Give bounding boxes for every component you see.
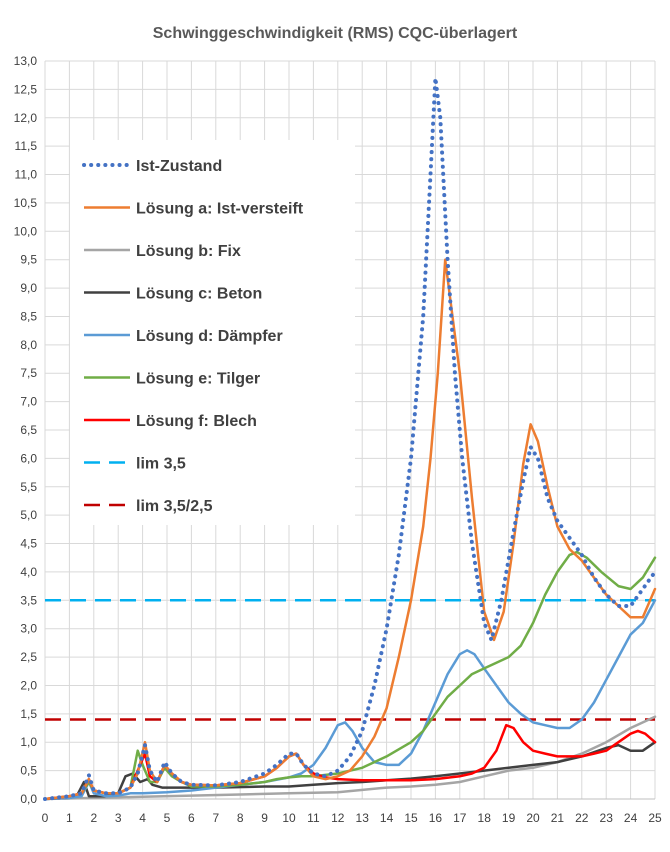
y-tick-label: 13,0 [14,54,38,68]
x-tick-label: 18 [478,811,492,825]
y-tick-label: 5,0 [20,508,37,522]
y-axis-ticks: 0,0 0,5 1,0 1,5 2,0 2,5 3,0 3,5 4,0 4,5 5,0 5,5 6,0 6… [14,54,38,806]
legend-label: Lösung e: Tilger [136,371,260,388]
legend-label: Lösung b: Fix [136,243,241,260]
legend-label: lim 3,5 [136,456,186,473]
y-tick-label: 3,0 [20,622,37,636]
y-tick-label: 6,5 [20,423,37,437]
y-tick-label: 7,0 [20,395,37,409]
x-tick-label: 21 [551,811,565,825]
y-tick-label: 4,0 [20,565,37,579]
legend-label: Lösung f: Blech [136,413,257,430]
y-tick-label: 8,0 [20,338,37,352]
y-tick-label: 2,5 [20,650,37,664]
y-tick-label: 9,5 [20,253,37,267]
y-tick-label: 7,5 [20,366,37,380]
y-tick-label: 1,5 [20,707,37,721]
x-tick-label: 22 [575,811,589,825]
y-tick-label: 11,0 [15,168,38,182]
x-tick-label: 0 [42,811,49,825]
y-tick-label: 11,5 [15,139,38,153]
x-tick-label: 2 [90,811,97,825]
x-tick-label: 5 [164,811,171,825]
y-tick-label: 0,5 [20,764,37,778]
legend-label: Ist-Zustand [136,158,222,175]
x-tick-label: 11 [307,811,320,825]
legend-background [70,140,355,525]
y-tick-label: 3,5 [20,593,37,607]
x-tick-label: 15 [404,811,418,825]
series-line-5 [43,599,657,801]
x-axis-ticks: 0 1 2 3 4 5 6 7 8 9 10 11 12 13 14 15 16 17 18 19 20 21 22 23 24… [42,811,662,825]
x-tick-label: 7 [212,811,219,825]
x-tick-label: 25 [648,811,662,825]
x-tick-label: 24 [624,811,638,825]
legend-label: lim 3,5/2,5 [136,498,213,515]
y-tick-label: 10,0 [14,224,38,238]
y-tick-label: 1,0 [20,735,37,749]
x-tick-label: 3 [115,811,122,825]
x-tick-label: 17 [453,811,467,825]
x-tick-label: 12 [331,811,345,825]
series-line-1 [43,76,657,801]
x-tick-label: 1 [66,811,73,825]
x-tick-label: 9 [261,811,268,825]
legend: Ist-Zustand Lösung a: Ist-versteift Lösung… [82,158,304,515]
series-line-3 [43,715,657,801]
series-line-6 [43,550,657,801]
y-tick-label: 6,0 [20,451,37,465]
y-tick-label: 9,0 [20,281,37,295]
legend-label: Lösung d: Dämpfer [136,328,283,345]
x-tick-label: 23 [600,811,614,825]
x-tick-label: 8 [237,811,244,825]
x-tick-label: 6 [188,811,195,825]
x-tick-label: 14 [380,811,394,825]
y-tick-label: 10,5 [14,196,38,210]
chart-title: Schwinggeschwindigkeit (RMS) CQC-überlag… [153,25,518,42]
y-tick-label: 2,0 [20,678,37,692]
x-tick-label: 16 [429,811,443,825]
y-tick-label: 0,0 [20,792,37,806]
y-tick-label: 8,5 [20,309,37,323]
x-tick-label: 4 [139,811,146,825]
y-tick-label: 12,5 [14,82,38,96]
x-tick-label: 20 [526,811,540,825]
x-tick-label: 13 [356,811,370,825]
y-tick-label: 5,5 [20,480,37,494]
series-group [43,76,657,801]
legend-label: Lösung c: Beton [136,286,262,303]
legend-label: Lösung a: Ist-versteift [136,201,304,218]
y-tick-label: 12,0 [14,111,38,125]
x-tick-label: 19 [502,811,516,825]
x-tick-label: 10 [282,811,296,825]
y-tick-label: 4,5 [20,537,37,551]
